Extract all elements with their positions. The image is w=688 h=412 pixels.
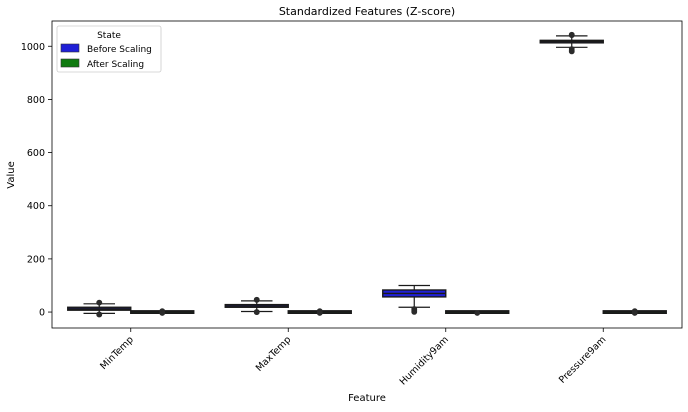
box-flier — [411, 309, 418, 315]
box-flier — [316, 310, 323, 316]
box-group — [445, 310, 510, 316]
legend-swatch-before — [60, 43, 80, 53]
y-axis: 0 200 400 600 800 1000 — [21, 42, 52, 319]
x-tick-label: MaxTemp — [254, 334, 294, 374]
legend-title: State — [97, 31, 121, 41]
box-group — [224, 296, 289, 316]
x-tick-label: MinTemp — [98, 334, 136, 372]
legend-label-before: Before Scaling — [87, 45, 152, 55]
box-group — [382, 284, 447, 315]
y-tick-label: 600 — [27, 148, 45, 159]
box-flier — [159, 310, 166, 316]
legend-swatch-after — [60, 58, 80, 68]
y-tick-label: 800 — [27, 95, 45, 106]
y-tick-label: 0 — [39, 308, 45, 319]
legend: State Before Scaling After Scaling — [56, 25, 162, 73]
box-flier — [96, 299, 103, 306]
y-tick-label: 200 — [27, 254, 45, 265]
legend-label-after: After Scaling — [87, 60, 144, 70]
box-group — [67, 299, 132, 318]
plot-area — [67, 31, 667, 318]
y-tick-label: 1000 — [21, 42, 45, 53]
legend-frame — [56, 25, 162, 73]
plot-frame — [51, 20, 683, 329]
y-axis-label: Value — [6, 161, 17, 188]
box-flier — [253, 309, 260, 316]
x-tick-label: Pressure9am — [557, 334, 608, 385]
box-group — [130, 308, 195, 316]
chart-title: Standardized Features (Z-score) — [279, 5, 455, 18]
box-flier — [568, 48, 575, 55]
y-tick-label: 400 — [27, 201, 45, 212]
x-axis: MinTemp MaxTemp Humidity9am Pressure9am — [98, 328, 608, 388]
box-flier — [253, 296, 260, 303]
box-flier — [96, 312, 103, 318]
box-flier — [568, 31, 575, 38]
box-flier — [474, 310, 481, 316]
box-group — [287, 308, 352, 316]
box-flier — [631, 310, 638, 316]
box-group — [539, 31, 604, 55]
box-group — [602, 308, 667, 316]
x-axis-label: Feature — [348, 393, 386, 404]
x-tick-label: Humidity9am — [398, 334, 451, 387]
